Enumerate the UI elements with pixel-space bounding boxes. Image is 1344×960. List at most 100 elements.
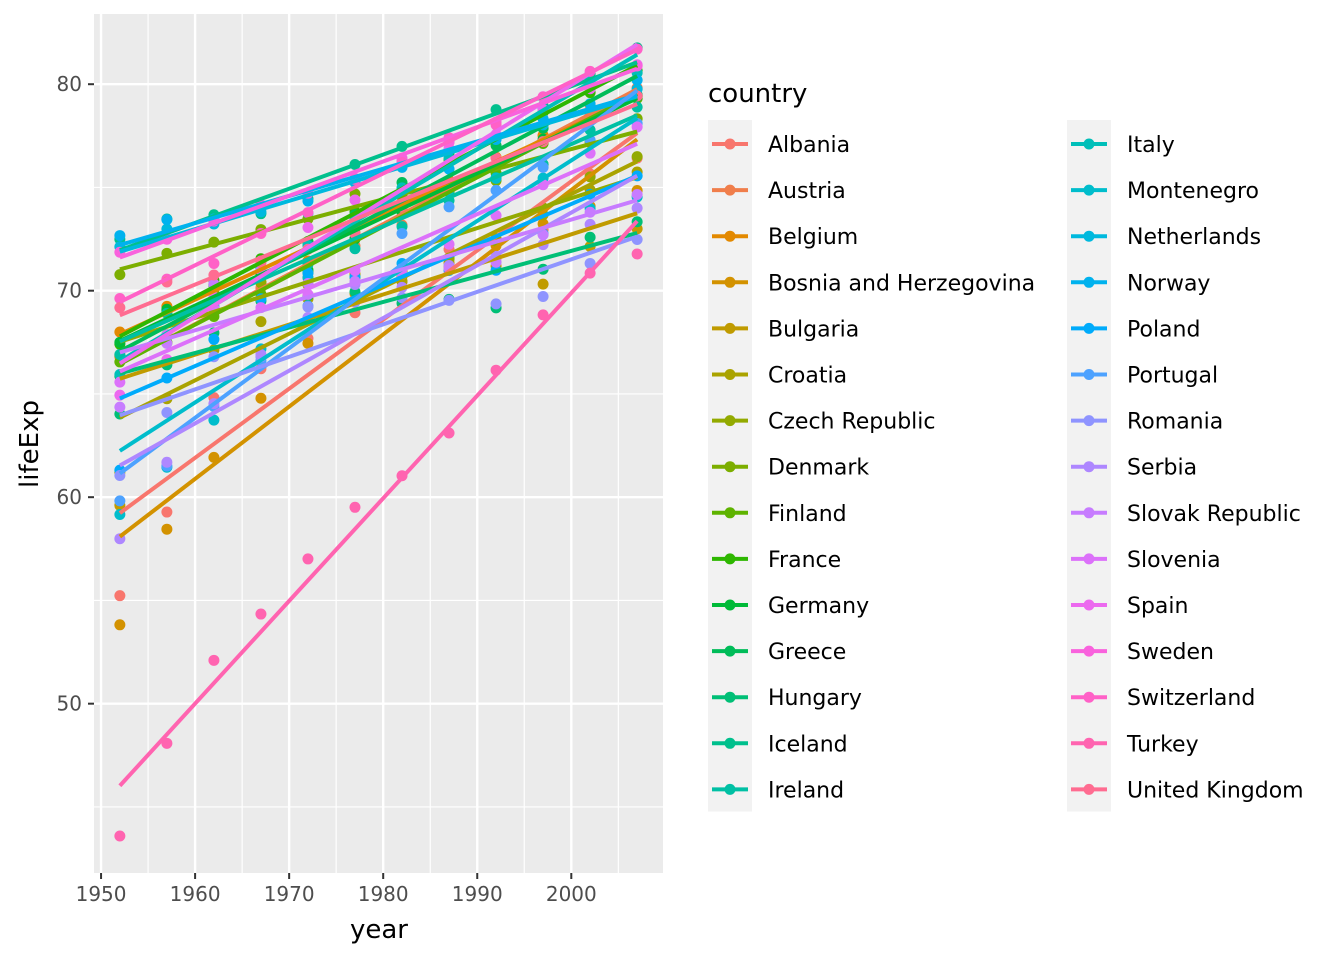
data-point [161,737,173,749]
y-tick-label: 60 [57,485,82,509]
legend-label: Italy [1127,133,1175,158]
data-point [114,302,126,314]
legend-label: Iceland [768,732,848,757]
data-point [302,553,314,565]
data-point [584,231,596,243]
legend-key-point [724,230,736,242]
data-point [114,590,126,602]
legend-key-point [724,645,736,657]
legend-item: Portugal [1071,364,1218,389]
legend-item: Turkey [1071,732,1199,757]
plot-panel [94,14,663,873]
data-point [161,214,173,226]
legend-key-point [1083,553,1095,565]
y-tick-label: 80 [57,72,82,96]
data-point [631,202,643,214]
trend-line [118,42,639,366]
legend-key-point [724,461,736,473]
legend-item: France [712,548,841,573]
trend-line [119,234,638,418]
legend-label: Ireland [768,778,844,803]
legend-label: Turkey [1126,732,1199,757]
legend-key-point [1083,737,1095,749]
legend-label: Montenegro [1127,179,1259,204]
legend-key-point [724,369,736,380]
data-point [631,248,643,260]
legend-key-point [724,553,736,565]
data-point [255,392,267,404]
data-point [208,654,220,666]
x-tick-label: 1950 [76,882,127,906]
data-point [631,151,643,163]
legend-item: Ireland [712,778,844,803]
legend-label: Sweden [1127,640,1214,665]
legend-item: Spain [1071,594,1188,619]
legend-label: Switzerland [1127,686,1255,711]
legend-label: Portugal [1127,364,1218,389]
trend-line [118,47,639,304]
x-tick-label: 1970 [264,882,315,906]
data-point [161,456,173,468]
legend-label: United Kingdom [1127,778,1304,803]
legend-key-point [724,691,736,703]
y-axis: 50 60 70 80 [57,72,94,716]
legend-label: Bulgaria [768,317,859,342]
y-tick-label: 50 [57,692,82,716]
trend-lines-layer [118,42,639,788]
legend-label: Slovak Republic [1127,502,1301,527]
trend-line [119,102,638,318]
data-point [208,257,220,269]
legend: country Albania Austria Belgium Bosnia and … [708,79,1304,812]
legend-item: Montenegro [1071,179,1259,204]
legend-item: Italy [1071,133,1175,158]
legend-key-point [724,276,736,288]
legend-key-point [724,599,736,611]
legend-key-point [724,322,736,334]
data-point [631,188,643,200]
legend-item: Poland [1071,317,1200,342]
data-point [631,121,643,133]
data-point [396,227,408,239]
legend-key-point [724,783,736,795]
legend-title: country [708,79,807,109]
legend-label: Hungary [768,686,862,711]
legend-label: Finland [768,502,847,527]
legend-item: Austria [712,179,846,204]
legend-key-point [1083,645,1095,657]
legend-item: Czech Republic [712,410,936,435]
data-point [161,506,173,518]
legend-key-point [724,138,736,150]
legend-item: Switzerland [1071,686,1255,711]
legend-item: Romania [1071,410,1223,435]
legend-label: Czech Republic [768,410,936,435]
data-point [349,194,361,206]
legend-label: Netherlands [1127,225,1261,250]
legend-item: Albania [712,133,850,158]
legend-label: Germany [768,594,869,619]
data-point [302,222,314,234]
data-point [114,230,126,242]
legend-label: Croatia [768,364,847,389]
legend-label: Romania [1127,410,1223,435]
legend-item: Finland [712,502,847,527]
data-point [349,243,361,255]
data-point [302,337,314,349]
legend-label: Serbia [1127,456,1197,481]
legend-item: United Kingdom [1071,778,1304,803]
legend-label: Slovenia [1127,548,1221,573]
legend-key-point [1083,691,1095,703]
data-point [537,290,549,302]
data-point [114,401,126,413]
legend-item: Bulgaria [712,317,859,342]
y-tick-label: 70 [57,279,82,303]
legend-key-point [1083,322,1095,334]
trend-line [118,88,639,476]
trend-line [119,93,638,247]
legend-item: Norway [1071,271,1210,296]
legend-key-point [1083,461,1095,473]
data-point [302,267,314,279]
data-point [208,414,220,426]
legend-item: Greece [712,640,846,665]
legend-label: Norway [1127,271,1210,296]
